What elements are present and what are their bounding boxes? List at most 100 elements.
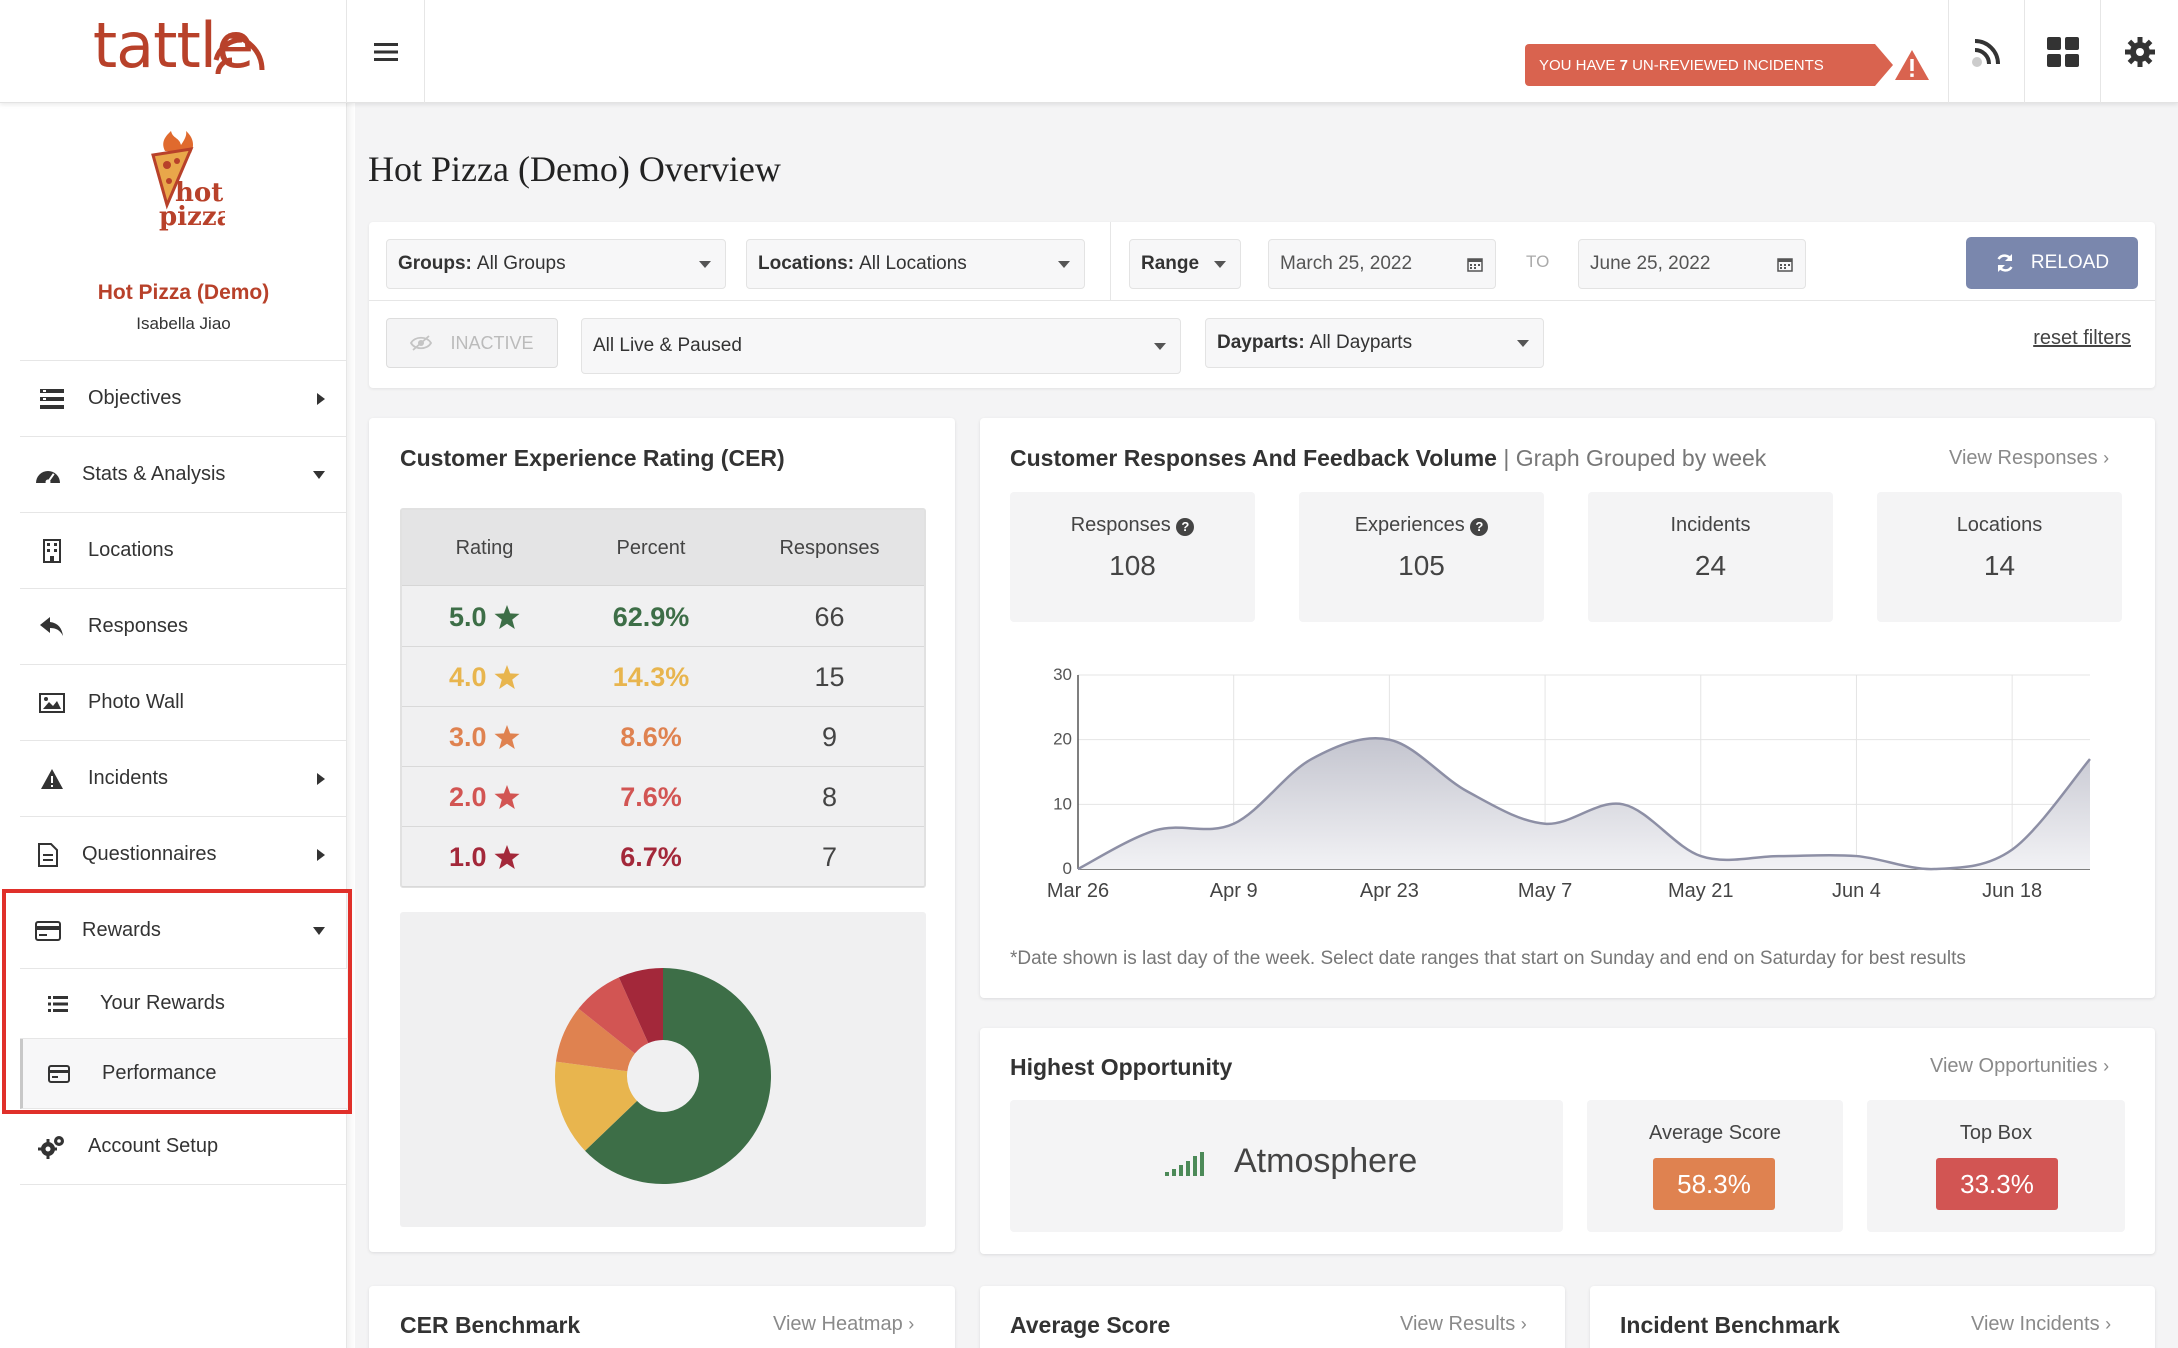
range-select[interactable]: Range xyxy=(1129,239,1241,289)
reload-button[interactable]: RELOAD xyxy=(1966,237,2138,289)
sidebar-item-label: Responses xyxy=(88,615,189,637)
range-label: Range xyxy=(1141,253,1200,274)
credit-card-icon xyxy=(34,920,62,941)
x-tick-label: Jun 4 xyxy=(1832,880,1881,902)
sidebar-item-label: Objectives xyxy=(88,387,182,409)
y-tick-label: 10 xyxy=(1053,794,1072,813)
view-responses-link[interactable]: View Responses › xyxy=(1949,447,2109,470)
sidebar-item-label: Stats & Analysis xyxy=(82,463,226,485)
sidebar-item-responses[interactable]: Responses xyxy=(20,589,347,665)
date-to-label: TO xyxy=(1526,252,1550,271)
chevron-right-icon: › xyxy=(2105,1314,2112,1334)
sidebar-item-incidents[interactable]: Incidents xyxy=(20,741,347,817)
stat-label: Experiences ? xyxy=(1299,514,1544,537)
donut-slice[interactable] xyxy=(618,968,663,1044)
menu-icon xyxy=(373,42,398,61)
tattle-logo[interactable]: tattle xyxy=(0,0,347,103)
caret-down-icon xyxy=(313,470,325,479)
help-circle-icon[interactable]: ? xyxy=(1176,518,1195,536)
logo-hot-text: hot xyxy=(175,178,223,208)
view-opportunities-link[interactable]: View Opportunities › xyxy=(1930,1055,2109,1078)
eye-slash-icon xyxy=(410,335,433,351)
dashboard-button[interactable] xyxy=(2024,0,2100,103)
reset-filters-link[interactable]: reset filters xyxy=(2033,327,2131,349)
sidebar: hot pizza Hot Pizza (Demo) Isabella Jiao… xyxy=(0,103,347,1348)
date-to-input[interactable]: June 25, 2022 xyxy=(1578,239,1806,289)
sidebar-item-objectives[interactable]: Objectives xyxy=(20,361,347,437)
cer-rating: 1.0 xyxy=(402,827,567,887)
caret-right-icon xyxy=(317,772,325,785)
sidebar-subitem-label: Performance xyxy=(102,1062,217,1084)
objectives-icon xyxy=(38,388,66,409)
chevron-right-icon: › xyxy=(908,1314,915,1334)
date-from-input[interactable]: March 25, 2022 xyxy=(1268,239,1496,289)
opportunity-category: Atmosphere xyxy=(1234,1142,1418,1180)
incidents-alert-banner[interactable]: YOU HAVE 7 UN-REVIEWED INCIDENTS xyxy=(1525,44,1875,86)
groups-select[interactable]: Groups: All Groups xyxy=(386,239,726,289)
sidebar-item-label: Rewards xyxy=(82,919,161,941)
y-tick-label: 20 xyxy=(1053,730,1072,749)
average-score-value: 58.3% xyxy=(1653,1158,1775,1210)
calendar-icon xyxy=(1467,258,1483,272)
view-incidents-link[interactable]: View Incidents › xyxy=(1971,1313,2111,1336)
sidebar-item-rewards[interactable]: Rewards xyxy=(20,893,347,969)
cer-donut-panel xyxy=(400,912,926,1227)
stat-value: 24 xyxy=(1694,550,1727,581)
sidebar-item-stats-analysis[interactable]: Stats & Analysis xyxy=(20,437,347,513)
alert-arrow xyxy=(1875,44,1893,86)
donut-slice[interactable] xyxy=(585,968,771,1184)
cer-responses: 15 xyxy=(814,662,845,692)
menu-button[interactable] xyxy=(347,0,425,103)
sidebar-item-locations[interactable]: Locations xyxy=(20,513,347,589)
view-heatmap-link[interactable]: View Heatmap › xyxy=(773,1313,914,1336)
document-icon xyxy=(34,842,62,867)
groups-label: Groups: xyxy=(398,253,472,274)
cer-row: 2.0 7.6% 8 xyxy=(402,767,924,827)
average-score-card xyxy=(980,1286,1565,1348)
link-label: View Responses xyxy=(1949,447,2098,469)
locations-label: Locations: xyxy=(758,253,855,274)
top-bar: tattle YOU HAVE 7 UN-REVIEWED INCIDENTS xyxy=(0,0,2178,103)
series-line[interactable] xyxy=(1077,737,2091,871)
donut-slice[interactable] xyxy=(555,1008,635,1072)
cer-percent: 6.7% xyxy=(620,842,682,872)
sidebar-subitem-your-rewards[interactable]: Your Rewards xyxy=(20,969,347,1039)
cer-title: Customer Experience Rating (CER) xyxy=(400,445,785,471)
status-select[interactable]: All Live & Paused xyxy=(581,318,1181,374)
dashboard-grid-icon xyxy=(2046,36,2079,67)
warning-icon[interactable] xyxy=(1893,48,1931,82)
top-box-box: Top Box 33.3% xyxy=(1867,1100,2125,1232)
donut-slice[interactable] xyxy=(555,1061,638,1151)
image-icon xyxy=(38,692,66,713)
top-box-value: 33.3% xyxy=(1936,1158,2058,1210)
cer-row: 5.0 62.9% 66 xyxy=(402,587,924,647)
stat-label: Responses ? xyxy=(1010,514,1255,537)
feed-button[interactable] xyxy=(1948,0,2024,103)
sidebar-item-label: Questionnaires xyxy=(82,843,217,865)
page-title: Hot Pizza (Demo) Overview xyxy=(368,149,781,189)
caret-right-icon xyxy=(317,392,325,405)
stat-incidents: Incidents 24 xyxy=(1588,492,1833,622)
view-results-link[interactable]: View Results › xyxy=(1400,1313,1527,1336)
star-icon xyxy=(494,665,520,689)
link-label: View Opportunities xyxy=(1930,1055,2098,1077)
calendar-icon xyxy=(1777,258,1793,272)
cer-table-header: Rating Percent Responses xyxy=(402,510,924,586)
x-tick-label: Apr 23 xyxy=(1360,880,1419,902)
inactive-toggle-button[interactable]: INACTIVE xyxy=(386,318,558,368)
warning-icon xyxy=(38,768,66,790)
locations-select[interactable]: Locations: All Locations xyxy=(746,239,1085,289)
help-circle-icon[interactable]: ? xyxy=(1470,518,1489,536)
star-icon xyxy=(494,725,520,749)
cogs-icon xyxy=(38,1135,66,1159)
dayparts-select[interactable]: Dayparts: All Dayparts xyxy=(1205,318,1544,368)
donut-slice[interactable] xyxy=(578,977,649,1054)
sidebar-subitem-performance[interactable]: Performance xyxy=(20,1039,347,1109)
sidebar-item-label: Photo Wall xyxy=(88,691,184,713)
chevron-right-icon: › xyxy=(2103,1056,2110,1076)
settings-button[interactable] xyxy=(2100,0,2178,103)
brand-user: Isabella Jiao xyxy=(136,314,231,333)
sidebar-item-photo-wall[interactable]: Photo Wall xyxy=(20,665,347,741)
sidebar-item-account-setup[interactable]: Account Setup xyxy=(20,1109,347,1185)
sidebar-item-questionnaires[interactable]: Questionnaires xyxy=(20,817,347,893)
